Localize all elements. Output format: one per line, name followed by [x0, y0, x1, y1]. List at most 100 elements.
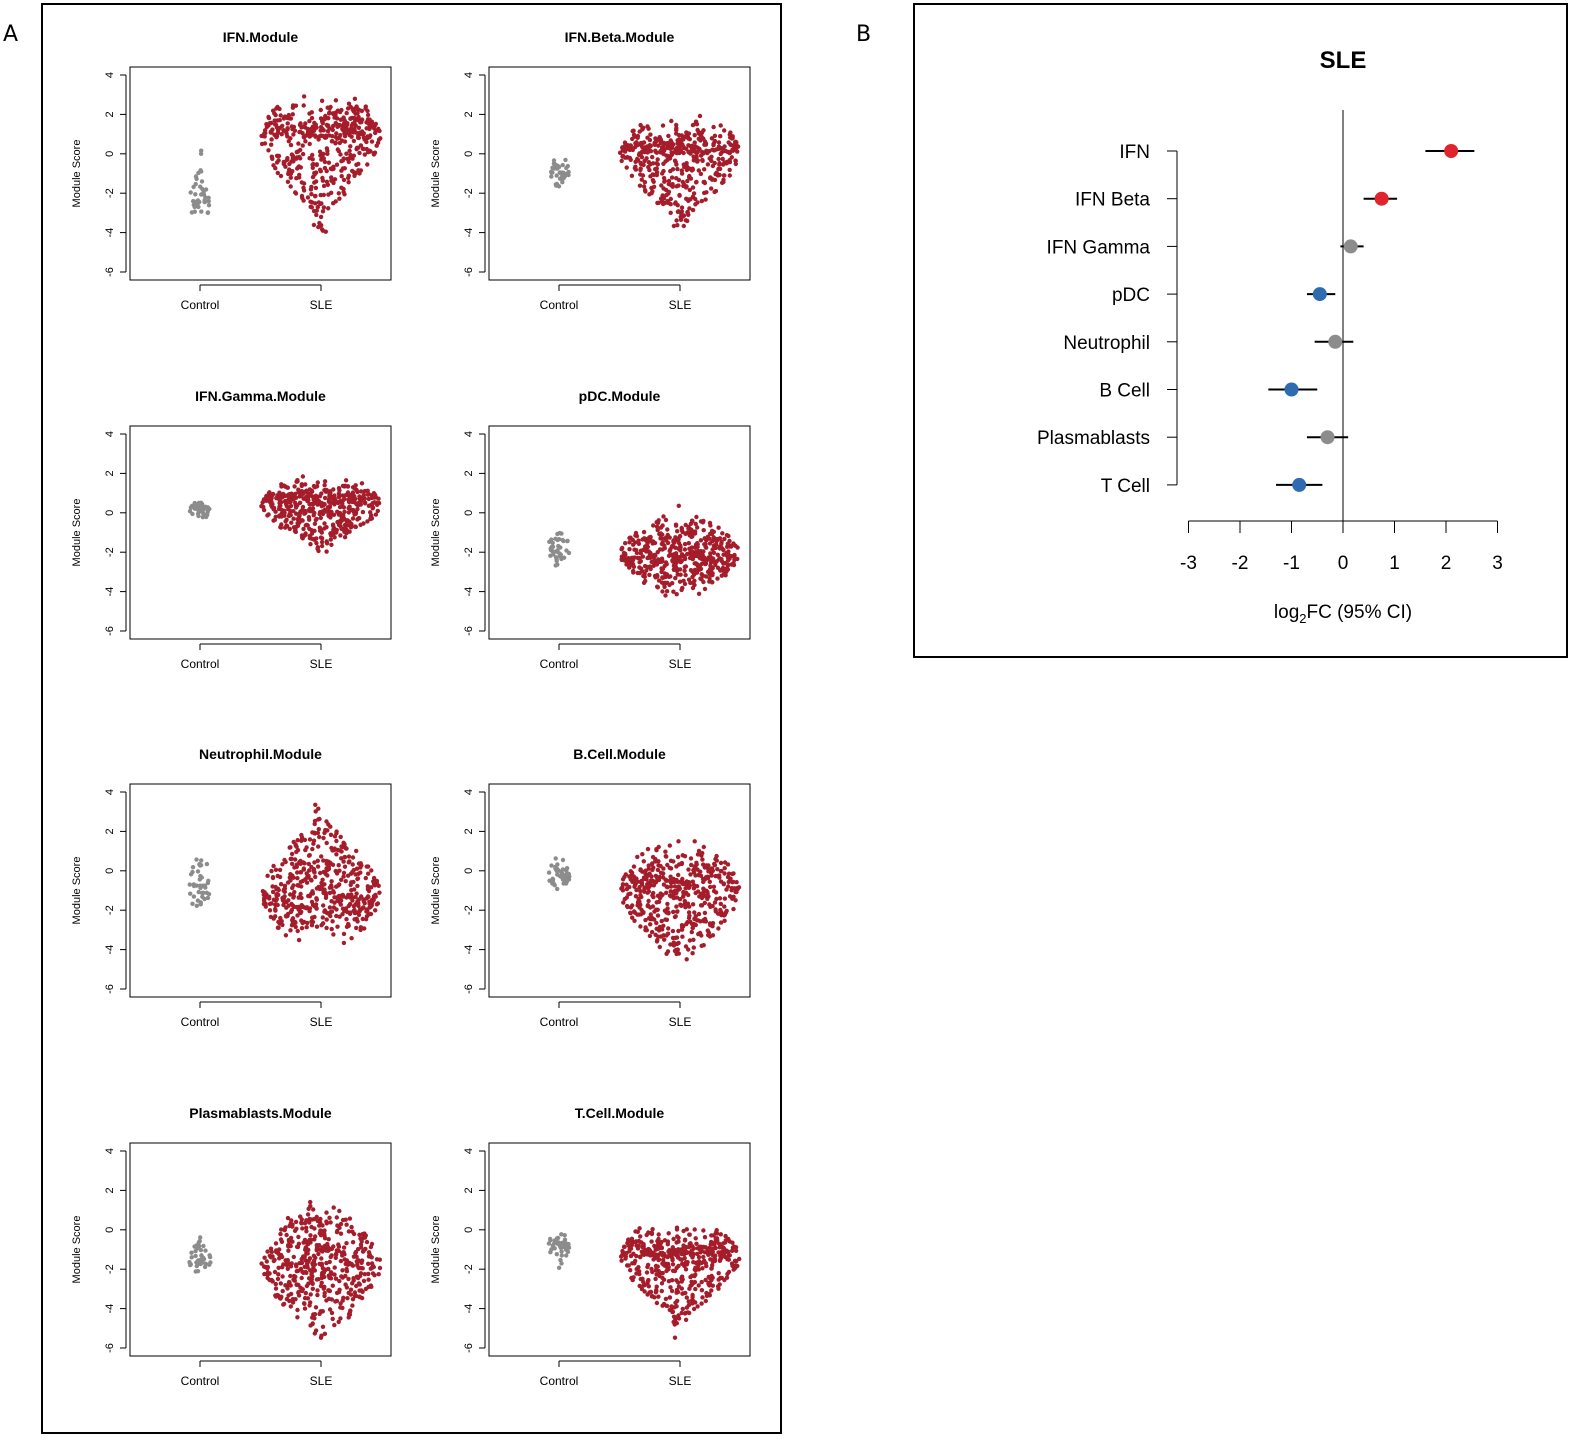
- sle-point: [686, 867, 691, 872]
- sle-point: [299, 1256, 304, 1262]
- sle-point: [342, 854, 347, 860]
- sle-point: [356, 125, 362, 130]
- sle-point: [698, 153, 704, 158]
- sle-point: [694, 1251, 700, 1257]
- sle-point: [647, 933, 653, 939]
- sle-point: [310, 846, 315, 852]
- sle-point: [698, 566, 704, 572]
- sle-point: [695, 1261, 701, 1266]
- sle-point: [685, 178, 690, 184]
- sle-point: [333, 1255, 338, 1261]
- sle-point: [306, 873, 311, 879]
- sle-point: [631, 542, 636, 547]
- sle-point: [327, 1307, 333, 1312]
- sle-point: [342, 496, 347, 502]
- row-label: Neutrophil: [1063, 333, 1150, 354]
- sle-point: [653, 553, 658, 558]
- sle-point: [341, 940, 347, 946]
- sle-point: [315, 1292, 320, 1298]
- sle-point: [376, 1272, 381, 1277]
- sle-point: [686, 150, 691, 155]
- sle-point: [320, 921, 326, 926]
- sle-point: [624, 1263, 630, 1268]
- sle-point: [317, 167, 323, 172]
- sle-point: [344, 924, 350, 929]
- sle-point: [708, 175, 713, 180]
- sle-point: [336, 1319, 341, 1325]
- sle-point: [369, 885, 374, 890]
- sle-point: [648, 564, 653, 569]
- sle-point: [311, 128, 316, 134]
- sle-point: [354, 925, 359, 931]
- sle-point: [279, 1239, 285, 1245]
- sle-point: [319, 1261, 324, 1267]
- sle-point: [327, 905, 333, 910]
- sle-point: [282, 483, 287, 488]
- sle-point: [631, 564, 637, 569]
- control-point: [552, 1241, 557, 1246]
- sle-point: [640, 149, 645, 154]
- sle-point: [679, 140, 684, 146]
- sle-point: [297, 172, 302, 178]
- control-point: [564, 1242, 569, 1247]
- sle-point: [316, 844, 321, 849]
- sle-point: [312, 1226, 317, 1231]
- sle-point: [633, 1229, 638, 1234]
- sle-point: [629, 173, 635, 178]
- sle-point: [711, 884, 717, 889]
- sle-point: [333, 134, 338, 140]
- sle-point: [347, 148, 352, 153]
- sle-point: [279, 1254, 285, 1260]
- control-point: [554, 1252, 559, 1257]
- sle-point: [726, 1253, 731, 1258]
- sle-point: [702, 167, 707, 172]
- sle-point: [316, 827, 321, 832]
- sle-point: [321, 835, 326, 841]
- sle-point: [285, 1283, 290, 1288]
- sle-point: [650, 854, 656, 860]
- sle-point: [722, 1277, 727, 1283]
- sle-point: [276, 1272, 281, 1277]
- sle-point: [691, 882, 697, 888]
- sle-point: [294, 155, 299, 160]
- sle-point: [275, 1276, 281, 1282]
- sle-point: [718, 907, 723, 913]
- sle-point: [350, 516, 356, 521]
- sle-point: [703, 1298, 708, 1304]
- sle-point: [684, 879, 689, 884]
- x-tick-label: Control: [181, 298, 220, 312]
- control-point: [193, 192, 198, 197]
- sle-point: [671, 909, 676, 915]
- sle-point: [679, 205, 685, 210]
- sle-point: [636, 896, 641, 902]
- sle-point: [704, 1263, 709, 1269]
- sle-point: [333, 868, 338, 874]
- sle-point: [732, 1258, 738, 1264]
- sle-point: [680, 1306, 685, 1312]
- sle-point: [721, 547, 726, 553]
- estimate-point: [1284, 382, 1299, 397]
- sle-point: [689, 145, 695, 151]
- sle-point: [668, 168, 673, 174]
- sle-point: [285, 1215, 291, 1221]
- sle-point: [648, 162, 653, 167]
- sle-point: [717, 546, 722, 551]
- sle-point: [699, 198, 704, 204]
- sle-point: [638, 140, 644, 146]
- plot-box: [129, 1142, 392, 1357]
- sle-point: [709, 579, 715, 585]
- sle-point: [670, 1257, 675, 1263]
- sle-point: [269, 137, 274, 142]
- sle-point: [321, 890, 326, 896]
- sle-point: [291, 875, 296, 880]
- sle-point: [659, 1288, 664, 1294]
- sle-point: [289, 856, 294, 861]
- sle-point: [288, 928, 293, 933]
- sle-point: [321, 869, 326, 875]
- control-point: [194, 1260, 199, 1265]
- sle-point: [637, 905, 642, 910]
- sle-point: [669, 1288, 675, 1294]
- sle-point: [710, 924, 715, 929]
- sle-point: [700, 520, 706, 525]
- sle-point: [673, 557, 679, 563]
